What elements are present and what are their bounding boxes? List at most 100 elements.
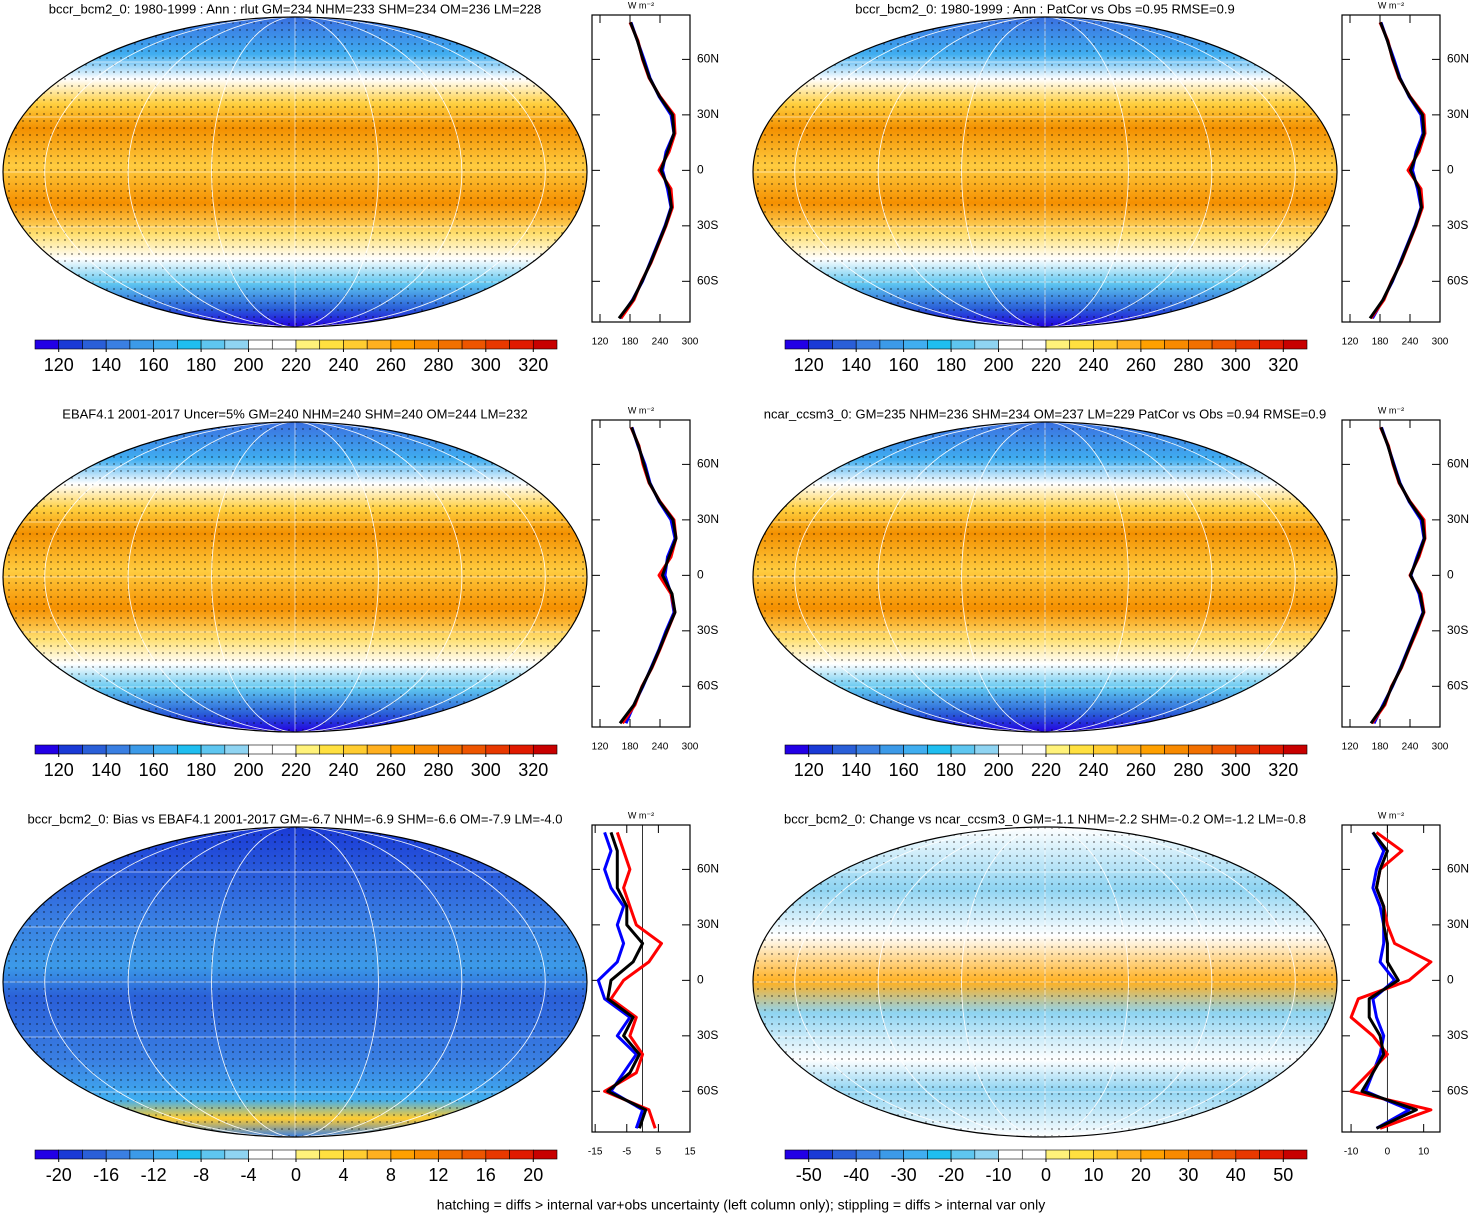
- colorbar-label: 180: [186, 355, 216, 375]
- colorbar-box: [950, 339, 976, 350]
- colorbar-box: [532, 744, 558, 755]
- colorbar-box: [414, 339, 439, 350]
- colorbar-box: [1045, 744, 1071, 755]
- profile-line: [1360, 831, 1418, 1130]
- colorbar-box: [366, 744, 392, 755]
- colorbar-box: [248, 1149, 273, 1160]
- colorbar-label: 160: [139, 355, 169, 375]
- map-border: [2, 16, 588, 328]
- colorbar-label: 200: [234, 760, 264, 780]
- colorbar-box: [271, 744, 297, 755]
- colorbar-box: [974, 1149, 999, 1160]
- colorbar-box: [1093, 744, 1118, 755]
- profile-line: [1371, 21, 1425, 320]
- colorbar-box: [461, 744, 487, 755]
- colorbar-label: -10: [986, 1165, 1012, 1185]
- colorbar-label: 160: [889, 760, 919, 780]
- colorbar-box: [153, 744, 178, 755]
- x-tick-label: -10: [1344, 1147, 1359, 1158]
- y-tick-label: 60S: [697, 1083, 718, 1097]
- colorbar-box: [390, 1149, 415, 1160]
- profile-frame: [591, 824, 691, 1133]
- profile-line: [621, 426, 678, 725]
- colorbar-box: [1211, 339, 1237, 350]
- colorbar-box: [1021, 1149, 1047, 1160]
- colorbar-box: [438, 1149, 463, 1160]
- colorbar-box: [950, 744, 976, 755]
- graticule: [794, 17, 1296, 327]
- y-tick-label: 0: [697, 568, 704, 582]
- profile-line: [1369, 426, 1426, 725]
- profile-line: [606, 831, 648, 1129]
- x-tick-label: 240: [652, 337, 669, 348]
- y-tick-label: 30N: [1447, 107, 1469, 121]
- colorbar-label: 180: [186, 760, 216, 780]
- colorbar-box: [485, 339, 510, 350]
- colorbar-box: [343, 339, 368, 350]
- colorbar-box: [974, 744, 999, 755]
- colorbar-box: [248, 339, 273, 350]
- graticule: [794, 422, 1296, 732]
- x-tick-label: 300: [682, 337, 699, 348]
- y-tick-label: 60N: [697, 457, 719, 471]
- colorbar-box: [390, 744, 415, 755]
- colorbar-box: [271, 1149, 297, 1160]
- colorbar-label: 260: [376, 355, 406, 375]
- colorbar-box: [1140, 1149, 1165, 1160]
- colorbar-box: [1116, 744, 1142, 755]
- map-title: EBAF4.1 2001-2017 Uncer=5% GM=240 NHM=24…: [62, 406, 527, 421]
- colorbar-box: [343, 1149, 368, 1160]
- colorbar-label: 180: [936, 760, 966, 780]
- y-tick-label: 60S: [697, 678, 718, 692]
- colorbar-label: -20: [46, 1165, 72, 1185]
- colorbar-label: 160: [139, 760, 169, 780]
- colorbar-box: [927, 1149, 952, 1160]
- colorbar-box: [438, 744, 463, 755]
- map-title: ncar_ccsm3_0: GM=235 NHM=236 SHM=234 OM=…: [764, 406, 1327, 421]
- y-tick-label: 0: [1447, 973, 1454, 987]
- map-title: bccr_bcm2_0: 1980-1999 : Ann : rlut GM=2…: [49, 1, 541, 16]
- units-label: W m⁻²: [1378, 405, 1404, 415]
- colorbar-label: 120: [44, 355, 74, 375]
- colorbar-label: 220: [281, 760, 311, 780]
- colorbar-box: [129, 744, 154, 755]
- colorbar-box: [1188, 1149, 1213, 1160]
- colorbar-box: [855, 1149, 881, 1160]
- y-tick-label: 60N: [1447, 52, 1469, 66]
- colorbar-label: 30: [1178, 1165, 1198, 1185]
- colorbar-label: 10: [1083, 1165, 1103, 1185]
- colorbar-box: [177, 339, 202, 350]
- colorbar-label: 300: [1221, 355, 1251, 375]
- colorbar-box: [319, 339, 344, 350]
- colorbar-label: 0: [291, 1165, 301, 1185]
- colorbar-label: -50: [796, 1165, 822, 1185]
- colorbar-box: [177, 744, 202, 755]
- colorbar-label: 320: [518, 355, 548, 375]
- colorbar-box: [34, 339, 60, 350]
- colorbar-box: [974, 339, 999, 350]
- profile-line: [1372, 426, 1426, 724]
- units-label: W m⁻²: [628, 810, 654, 820]
- colorbar-box: [808, 1149, 833, 1160]
- colorbar-label: 300: [471, 355, 501, 375]
- colorbar-box: [903, 1149, 928, 1160]
- colorbar-box: [295, 744, 321, 755]
- graticule: [961, 422, 1129, 732]
- graticule: [211, 17, 379, 327]
- colorbar-label: 280: [1173, 760, 1203, 780]
- colorbar-box: [1093, 339, 1118, 350]
- x-tick-label: -15: [588, 1147, 603, 1158]
- x-tick-label: 300: [1432, 337, 1449, 348]
- profile-line: [624, 426, 677, 724]
- y-tick-label: 30N: [697, 107, 719, 121]
- colorbar-box: [903, 339, 928, 350]
- colorbar-label: 240: [328, 760, 358, 780]
- colorbar-box: [832, 339, 857, 350]
- colorbar-label: 260: [1126, 760, 1156, 780]
- colorbar-label: 140: [91, 355, 121, 375]
- colorbar-box: [903, 744, 928, 755]
- colorbar-label: 240: [1078, 760, 1108, 780]
- y-tick-label: 60S: [1447, 273, 1468, 287]
- colorbar-box: [1211, 744, 1237, 755]
- colorbar-box: [105, 339, 131, 350]
